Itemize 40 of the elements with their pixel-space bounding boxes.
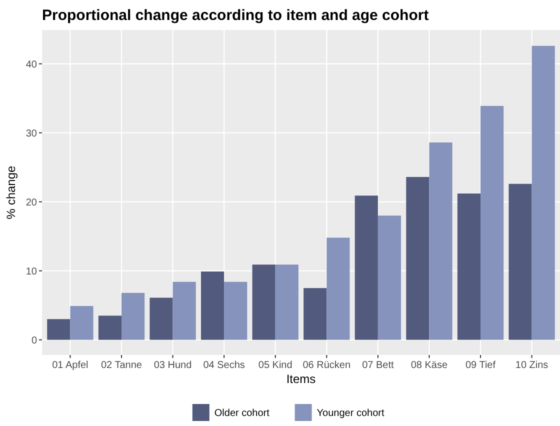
- bar: [480, 106, 504, 340]
- y-tick-label: 10: [26, 266, 38, 278]
- bar: [304, 288, 327, 340]
- bar: [98, 316, 122, 340]
- bar: [406, 176, 430, 340]
- bar: [150, 298, 173, 340]
- x-tick-label: 03 Hund: [154, 360, 192, 371]
- bar: [457, 194, 481, 340]
- bar: [275, 264, 298, 340]
- x-axis-title: Items: [286, 372, 316, 386]
- bar: [252, 264, 276, 340]
- x-tick-label: 08 Käse: [410, 360, 448, 371]
- y-tick-label: 0: [31, 335, 38, 346]
- x-tick-label: 06 Rücken: [302, 360, 351, 371]
- bar: [354, 196, 378, 340]
- y-axis-title: % change: [4, 165, 18, 220]
- bar: [429, 142, 452, 340]
- legend-label: Younger cohort: [316, 408, 384, 419]
- bar: [224, 282, 248, 340]
- x-tick-label: 07 Bett: [362, 360, 394, 371]
- bar: [200, 272, 224, 340]
- x-tick-label: 01 Apfel: [52, 360, 88, 371]
- bar: [378, 216, 402, 340]
- bar: [326, 238, 350, 340]
- x-tick-label: 10 Zins: [515, 360, 548, 371]
- legend-label: Older cohort: [214, 408, 270, 419]
- bar: [172, 282, 196, 340]
- bar: [508, 184, 532, 340]
- y-tick-label: 20: [26, 197, 38, 208]
- x-tick-label: 04 Sechs: [203, 360, 245, 371]
- y-tick-label: 40: [26, 59, 38, 70]
- x-tick-label: 05 Kind: [258, 360, 292, 371]
- x-tick-label: 09 Tief: [465, 360, 496, 371]
- bar: [70, 306, 94, 340]
- chart-title: Proportional change according to item and age cohort: [42, 7, 429, 24]
- x-tick-label: 02 Tanne: [101, 360, 142, 371]
- bar: [121, 292, 145, 340]
- bar: [532, 46, 555, 340]
- bar: [47, 319, 70, 340]
- y-tick-label: 30: [26, 128, 38, 140]
